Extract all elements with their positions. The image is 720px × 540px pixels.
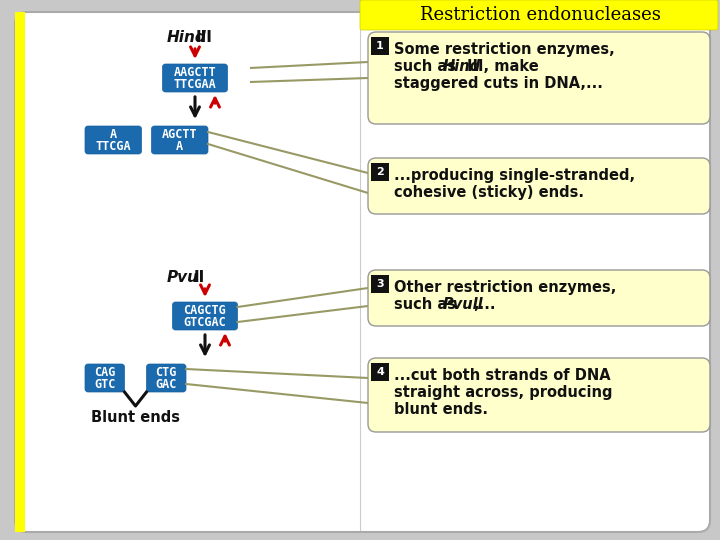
Bar bbox=[371, 275, 389, 293]
FancyBboxPatch shape bbox=[163, 64, 228, 92]
Text: staggered cuts in DNA,...: staggered cuts in DNA,... bbox=[394, 76, 603, 91]
FancyBboxPatch shape bbox=[173, 302, 238, 330]
Text: Some restriction enzymes,: Some restriction enzymes, bbox=[394, 42, 615, 57]
Text: GTCGAC: GTCGAC bbox=[184, 315, 226, 328]
Text: 2: 2 bbox=[376, 167, 384, 177]
FancyBboxPatch shape bbox=[151, 126, 208, 154]
Text: A: A bbox=[176, 139, 184, 152]
FancyBboxPatch shape bbox=[368, 158, 710, 214]
Text: such as: such as bbox=[394, 297, 461, 312]
Text: GAC: GAC bbox=[156, 377, 177, 390]
Text: blunt ends.: blunt ends. bbox=[394, 402, 488, 417]
Text: GTC: GTC bbox=[94, 377, 115, 390]
Text: II: II bbox=[194, 271, 205, 286]
Text: Restriction endonucleases: Restriction endonucleases bbox=[420, 6, 660, 24]
Text: AAGCTT: AAGCTT bbox=[174, 66, 217, 79]
Text: cohesive (sticky) ends.: cohesive (sticky) ends. bbox=[394, 185, 584, 200]
Text: Other restriction enzymes,: Other restriction enzymes, bbox=[394, 280, 616, 295]
Text: Pvu: Pvu bbox=[167, 271, 199, 286]
Text: ,...: ,... bbox=[473, 297, 495, 312]
FancyBboxPatch shape bbox=[368, 270, 710, 326]
Text: CAGCTG: CAGCTG bbox=[184, 305, 226, 318]
FancyBboxPatch shape bbox=[368, 358, 710, 432]
Bar bbox=[371, 163, 389, 181]
FancyBboxPatch shape bbox=[15, 12, 710, 532]
Text: AGCTT: AGCTT bbox=[162, 129, 197, 141]
Text: ...producing single-stranded,: ...producing single-stranded, bbox=[394, 168, 635, 183]
FancyBboxPatch shape bbox=[368, 32, 710, 124]
Text: Pvull: Pvull bbox=[443, 297, 483, 312]
Bar bbox=[371, 37, 389, 55]
Text: Blunt ends: Blunt ends bbox=[91, 410, 180, 425]
Text: such as: such as bbox=[394, 59, 461, 74]
Bar bbox=[15, 12, 25, 532]
Text: TTCGA: TTCGA bbox=[96, 139, 131, 152]
Text: III: III bbox=[196, 30, 213, 45]
Text: 1: 1 bbox=[376, 41, 384, 51]
FancyBboxPatch shape bbox=[146, 364, 186, 392]
Text: III, make: III, make bbox=[467, 59, 539, 74]
Text: Hind: Hind bbox=[443, 59, 481, 74]
Text: TTCGAA: TTCGAA bbox=[174, 78, 217, 91]
Text: A: A bbox=[109, 129, 117, 141]
Text: ...cut both strands of DNA: ...cut both strands of DNA bbox=[394, 368, 611, 383]
Text: 3: 3 bbox=[376, 279, 384, 289]
FancyBboxPatch shape bbox=[85, 126, 142, 154]
Bar bbox=[371, 363, 389, 381]
Text: Hind: Hind bbox=[167, 30, 207, 45]
Text: CTG: CTG bbox=[156, 367, 177, 380]
Text: 4: 4 bbox=[376, 367, 384, 377]
Text: CAG: CAG bbox=[94, 367, 115, 380]
FancyBboxPatch shape bbox=[360, 0, 718, 30]
FancyBboxPatch shape bbox=[85, 364, 125, 392]
Text: straight across, producing: straight across, producing bbox=[394, 385, 613, 400]
